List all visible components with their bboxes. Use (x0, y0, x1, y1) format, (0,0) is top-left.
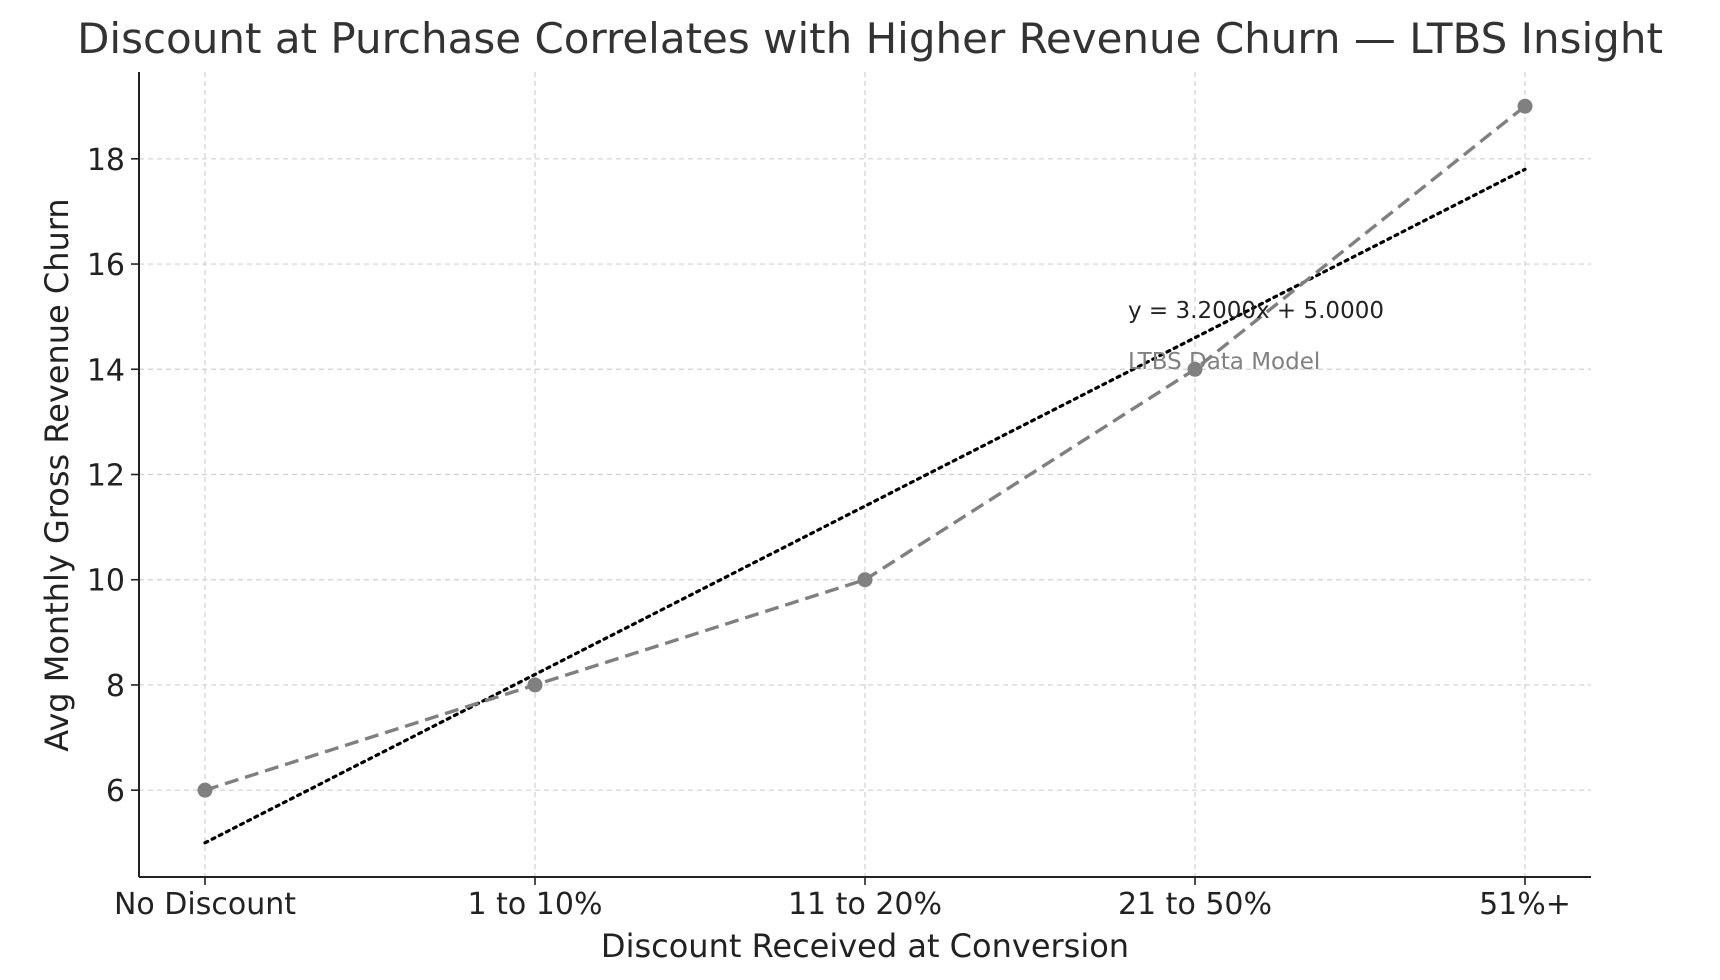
tick-labels: No Discount 1 to 10% 11 to 20% 21 to 50% 51%… (87, 143, 1571, 922)
data-point (1517, 98, 1533, 114)
y-tick-label: 8 (106, 669, 125, 704)
x-tick-label: 21 to 50% (1118, 887, 1272, 922)
data-point (527, 677, 543, 693)
y-tick-label: 6 (106, 774, 125, 809)
data-point (857, 572, 873, 588)
y-tick-label: 16 (87, 248, 125, 283)
data-point (197, 782, 213, 798)
data-model-annotation: LTBS Data Model (1128, 349, 1320, 375)
y-axis-title: Avg Monthly Gross Revenue Churn (38, 198, 76, 751)
x-axis-title: Discount Received at Conversion (601, 927, 1129, 965)
regression-equation-annotation: y = 3.2000x + 5.0000 (1128, 298, 1384, 324)
x-tick-label: 1 to 10% (468, 887, 603, 922)
data-point (1187, 361, 1203, 377)
series-line (204, 104, 1527, 792)
series-layer (197, 98, 1533, 798)
grid (139, 72, 1591, 877)
axes (131, 72, 1591, 885)
y-tick-label: 12 (87, 459, 125, 494)
y-tick-label: 10 (87, 564, 125, 599)
y-tick-label: 14 (87, 353, 125, 388)
x-tick-label: 51%+ (1479, 887, 1571, 922)
chart-title: Discount at Purchase Correlates with Hig… (77, 14, 1663, 63)
y-tick-label: 18 (87, 143, 125, 178)
x-tick-label: 11 to 20% (788, 887, 942, 922)
x-tick-label: No Discount (114, 887, 296, 922)
